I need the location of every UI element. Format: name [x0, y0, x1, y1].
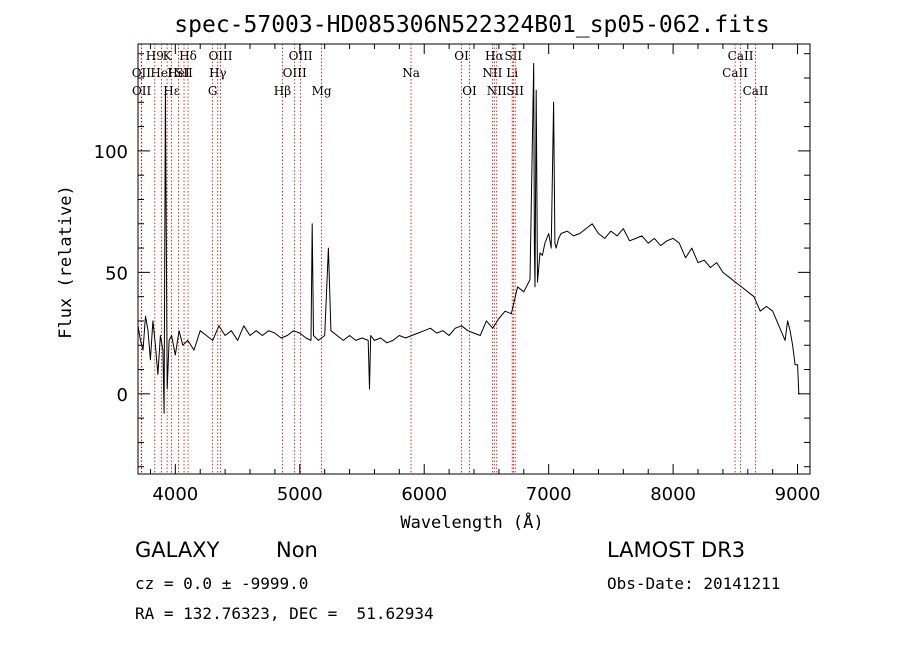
coordinates: RA = 132.76323, DEC = 51.62934 [135, 604, 434, 623]
y-tick-label: 0 [117, 385, 128, 406]
line-label: K [163, 49, 173, 63]
object-subclass: Non [276, 538, 318, 562]
line-label: Li [506, 66, 518, 80]
line-label: Hβ [274, 84, 291, 98]
spectrum-series-line [137, 62, 800, 414]
line-label: OIII [289, 49, 313, 63]
y-axis: 0 50 100 [94, 53, 810, 468]
x-axis-label: Wavelength (Å) [400, 511, 543, 533]
line-label: OIII [283, 66, 307, 80]
object-class: GALAXY [135, 538, 220, 562]
line-label: SII [175, 66, 193, 80]
line-label: SII [504, 49, 522, 63]
y-axis-label: Flux (relative) [56, 185, 76, 339]
x-tick-label: 9000 [775, 484, 821, 505]
line-label: Hγ [209, 66, 227, 80]
survey-name: LAMOST DR3 [607, 538, 746, 562]
line-label: Hδ [179, 49, 197, 63]
plot-frame [137, 43, 811, 475]
x-tick-label: 5000 [277, 484, 323, 505]
line-label: CaII [728, 49, 754, 63]
line-label: Mg [312, 84, 332, 98]
line-label: NII [482, 66, 502, 80]
line-label: Hα [485, 49, 504, 63]
line-label: SII [506, 84, 524, 98]
line-label: OI [454, 49, 469, 63]
plot-area [137, 62, 800, 414]
y-tick-label: 50 [105, 263, 128, 284]
line-markers: OIIOIIH9HeIKHεHeISIIHδGHγOIIIHβOIIIOIIIM… [132, 44, 769, 474]
obs-date: Obs-Date: 20141211 [607, 574, 781, 593]
line-label: OIII [208, 49, 232, 63]
line-label: CaII [743, 84, 769, 98]
x-tick-label: 8000 [650, 484, 696, 505]
line-label: Na [402, 66, 420, 80]
line-label: NII [487, 84, 507, 98]
redshift-readout: cz = 0.0 ± -9999.0 [135, 574, 309, 593]
line-label: OI [462, 84, 477, 98]
x-tick-label: 6000 [401, 484, 447, 505]
line-label: G [208, 84, 218, 98]
line-label: CaII [722, 66, 748, 80]
x-tick-label: 4000 [152, 484, 198, 505]
chart-title: spec-57003-HD085306N522324B01_sp05-062.f… [174, 12, 769, 38]
line-label: Hε [163, 84, 180, 98]
x-tick-label: 7000 [526, 484, 572, 505]
line-label: H9 [146, 49, 164, 63]
y-tick-label: 100 [94, 142, 128, 163]
line-label: OII [132, 84, 152, 98]
x-axis: 4000 5000 6000 7000 8000 9000 [149, 44, 821, 505]
